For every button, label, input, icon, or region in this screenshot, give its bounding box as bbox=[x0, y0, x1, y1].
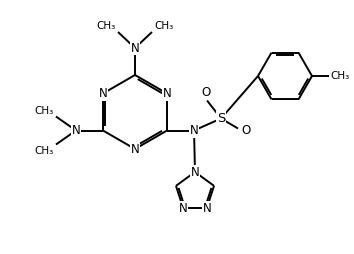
Text: N: N bbox=[98, 87, 107, 100]
Text: N: N bbox=[190, 166, 199, 179]
Text: N: N bbox=[163, 87, 171, 100]
Text: O: O bbox=[201, 86, 211, 99]
Text: S: S bbox=[217, 112, 225, 125]
Text: CH₃: CH₃ bbox=[154, 21, 173, 31]
Text: N: N bbox=[131, 41, 139, 55]
Text: N: N bbox=[131, 142, 139, 155]
Text: CH₃: CH₃ bbox=[35, 146, 54, 155]
Text: N: N bbox=[72, 124, 80, 137]
Text: N: N bbox=[202, 202, 211, 215]
Text: N: N bbox=[190, 124, 199, 137]
Text: CH₃: CH₃ bbox=[330, 71, 349, 81]
Text: CH₃: CH₃ bbox=[97, 21, 116, 31]
Text: N: N bbox=[179, 202, 188, 215]
Text: O: O bbox=[241, 124, 250, 137]
Text: CH₃: CH₃ bbox=[35, 105, 54, 116]
